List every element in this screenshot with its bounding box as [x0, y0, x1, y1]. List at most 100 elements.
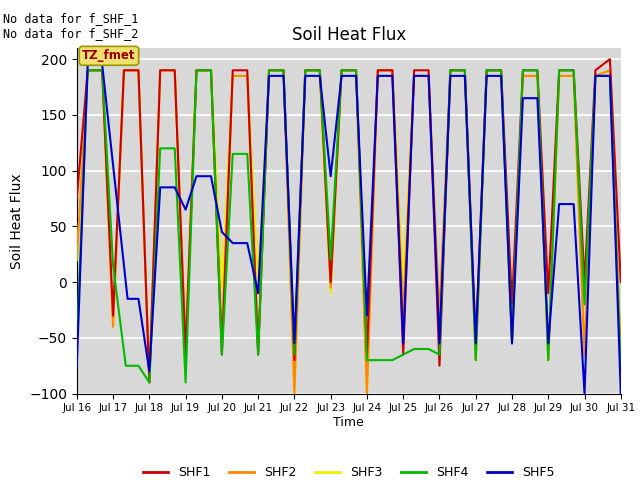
SHF3	[436, 318, 444, 324]
SHF2	[388, 67, 396, 73]
Text: No data for f_SHF_1
No data for f_SHF_2: No data for f_SHF_1 No data for f_SHF_2	[3, 12, 139, 40]
SHF4	[84, 67, 92, 73]
SHF5	[301, 73, 309, 79]
SHF5	[124, 296, 131, 302]
SHF3	[109, 324, 117, 330]
SHF4	[327, 257, 335, 263]
SHF4	[316, 67, 324, 73]
SHF2	[534, 73, 541, 79]
SHF2	[556, 73, 563, 79]
SHF2	[352, 67, 360, 73]
SHF2	[617, 352, 625, 358]
SHF3	[617, 352, 625, 358]
SHF2	[508, 335, 516, 341]
SHF1	[534, 67, 541, 73]
SHF3	[570, 73, 577, 79]
SHF1	[171, 67, 179, 73]
SHF4	[109, 263, 117, 268]
SHF3	[301, 73, 309, 79]
Line: SHF3: SHF3	[77, 70, 621, 394]
SHF4	[291, 352, 298, 358]
SHF3	[338, 67, 346, 73]
SHF3	[193, 67, 200, 73]
SHF3	[99, 67, 106, 73]
SHF3	[580, 352, 588, 358]
SHF4	[73, 340, 81, 346]
SHF1	[425, 67, 433, 73]
SHF5	[497, 73, 505, 79]
SHF2	[591, 73, 599, 79]
Line: SHF1: SHF1	[77, 59, 621, 383]
SHF2	[472, 357, 479, 363]
SHF3	[519, 73, 527, 79]
SHF2	[436, 312, 444, 318]
SHF1	[606, 56, 614, 62]
SHF1	[254, 352, 262, 358]
SHF2	[218, 335, 226, 341]
SHF4	[617, 369, 625, 374]
SHF3	[84, 67, 92, 73]
SHF1	[545, 290, 552, 296]
SHF2	[171, 67, 179, 73]
SHF2	[410, 73, 418, 79]
SHF2	[229, 73, 237, 79]
Line: SHF5: SHF5	[77, 65, 621, 394]
SHF3	[120, 67, 128, 73]
SHF2	[327, 285, 335, 290]
SHF5	[483, 73, 490, 79]
SHF3	[556, 73, 563, 79]
SHF4	[570, 67, 577, 73]
SHF5	[254, 290, 262, 296]
SHF4	[171, 145, 179, 151]
SHF5	[606, 73, 614, 79]
SHF3	[265, 67, 273, 73]
SHF5	[243, 240, 251, 246]
SHF4	[218, 352, 226, 358]
SHF3	[399, 279, 407, 285]
SHF1	[327, 279, 335, 285]
SHF4	[545, 357, 552, 363]
SHF5	[508, 340, 516, 346]
SHF5	[193, 173, 200, 179]
SHF5	[145, 369, 153, 374]
SHF4	[338, 67, 346, 73]
SHF2	[280, 67, 287, 73]
SHF5	[265, 73, 273, 79]
SHF4	[156, 145, 164, 151]
SHF2	[193, 67, 200, 73]
SHF1	[134, 67, 142, 73]
SHF2	[99, 67, 106, 73]
SHF1	[207, 67, 215, 73]
SHF5	[556, 201, 563, 207]
SHF4	[425, 346, 433, 352]
SHF5	[461, 73, 468, 79]
SHF4	[580, 301, 588, 307]
SHF3	[156, 67, 164, 73]
SHF1	[617, 279, 625, 285]
SHF5	[229, 240, 237, 246]
SHF5	[218, 229, 226, 235]
SHF5	[617, 391, 625, 396]
SHF1	[483, 67, 490, 73]
SHF5	[316, 73, 324, 79]
Legend: SHF1, SHF2, SHF3, SHF4, SHF5: SHF1, SHF2, SHF3, SHF4, SHF5	[138, 461, 560, 480]
SHF2	[447, 67, 454, 73]
SHF2	[425, 73, 433, 79]
SHF3	[229, 73, 237, 79]
SHF4	[254, 352, 262, 358]
SHF4	[497, 67, 505, 73]
SHF2	[265, 67, 273, 73]
SHF4	[243, 151, 251, 157]
SHF1	[363, 352, 371, 358]
SHF4	[436, 352, 444, 358]
SHF5	[338, 73, 346, 79]
SHF1	[109, 312, 117, 318]
SHF5	[280, 73, 287, 79]
SHF3	[182, 340, 189, 346]
SHF1	[182, 352, 189, 358]
SHF1	[243, 67, 251, 73]
SHF3	[280, 67, 287, 73]
SHF3	[508, 340, 516, 346]
SHF4	[301, 67, 309, 73]
X-axis label: Time: Time	[333, 416, 364, 429]
